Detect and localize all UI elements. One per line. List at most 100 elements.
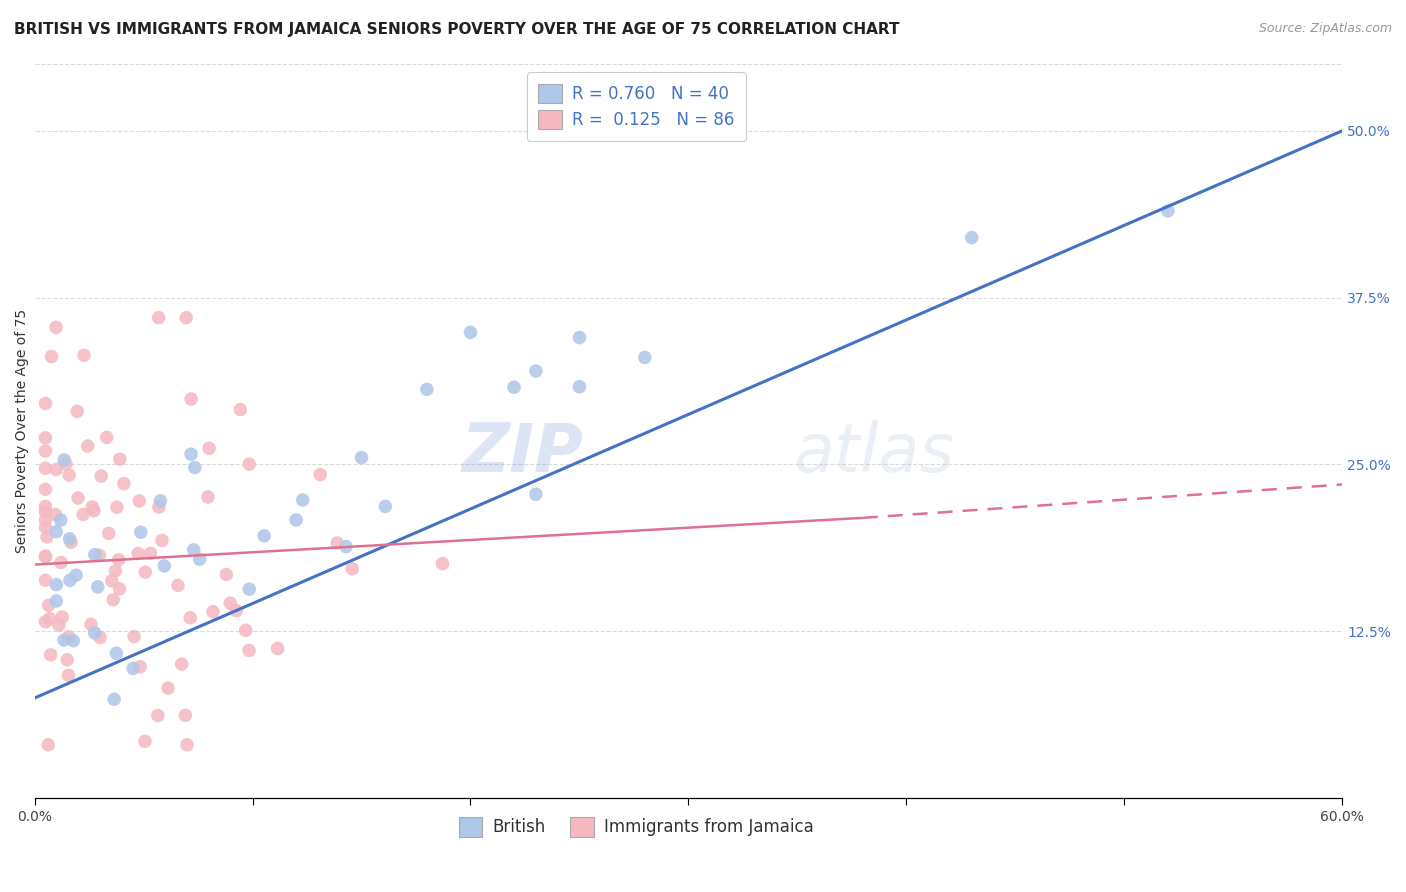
Point bbox=[309, 467, 332, 482]
Point bbox=[167, 578, 190, 592]
Point bbox=[253, 529, 276, 543]
Point bbox=[634, 351, 657, 365]
Point bbox=[41, 350, 63, 364]
Point bbox=[197, 490, 219, 504]
Point bbox=[170, 657, 193, 672]
Point bbox=[104, 564, 127, 578]
Point bbox=[89, 548, 111, 562]
Point bbox=[342, 562, 364, 576]
Point bbox=[82, 500, 104, 514]
Point bbox=[105, 646, 128, 660]
Point bbox=[157, 681, 180, 695]
Point bbox=[202, 605, 225, 619]
Point bbox=[432, 557, 454, 571]
Point bbox=[83, 548, 105, 562]
Y-axis label: Seniors Poverty Over the Age of 75: Seniors Poverty Over the Age of 75 bbox=[15, 309, 30, 553]
Point bbox=[122, 630, 145, 644]
Point bbox=[45, 594, 67, 608]
Point bbox=[35, 530, 58, 544]
Point bbox=[238, 643, 260, 657]
Point bbox=[44, 508, 66, 522]
Point bbox=[34, 513, 56, 527]
Point bbox=[58, 532, 80, 546]
Point bbox=[83, 626, 105, 640]
Point bbox=[148, 310, 170, 325]
Point bbox=[34, 549, 56, 564]
Point bbox=[108, 582, 131, 596]
Point bbox=[127, 546, 149, 560]
Point bbox=[53, 633, 76, 648]
Point bbox=[101, 574, 124, 588]
Point bbox=[524, 487, 547, 501]
Point bbox=[45, 462, 67, 476]
Point bbox=[134, 734, 156, 748]
Point bbox=[38, 599, 60, 613]
Point bbox=[134, 565, 156, 579]
Text: ZIP: ZIP bbox=[463, 420, 583, 486]
Point bbox=[62, 633, 84, 648]
Point bbox=[150, 533, 173, 548]
Point bbox=[129, 659, 152, 673]
Point bbox=[291, 493, 314, 508]
Point bbox=[97, 526, 120, 541]
Point bbox=[266, 641, 288, 656]
Point bbox=[153, 558, 176, 573]
Point bbox=[128, 494, 150, 508]
Point bbox=[39, 648, 62, 662]
Legend: British, Immigrants from Jamaica: British, Immigrants from Jamaica bbox=[450, 809, 821, 845]
Point bbox=[48, 618, 70, 632]
Point bbox=[112, 476, 135, 491]
Point bbox=[34, 483, 56, 497]
Point bbox=[129, 525, 152, 540]
Point bbox=[49, 556, 72, 570]
Point bbox=[58, 630, 80, 644]
Point bbox=[238, 582, 260, 596]
Point bbox=[53, 453, 76, 467]
Point bbox=[1157, 203, 1180, 218]
Point bbox=[108, 452, 131, 467]
Point bbox=[285, 513, 308, 527]
Point bbox=[416, 383, 439, 397]
Point bbox=[76, 439, 98, 453]
Point bbox=[107, 553, 129, 567]
Point bbox=[66, 404, 89, 418]
Point bbox=[103, 692, 125, 706]
Point bbox=[80, 617, 103, 632]
Point bbox=[37, 738, 59, 752]
Point bbox=[38, 611, 60, 625]
Point bbox=[65, 568, 87, 582]
Point bbox=[180, 392, 202, 406]
Point bbox=[83, 504, 105, 518]
Point bbox=[66, 491, 89, 505]
Point bbox=[34, 520, 56, 534]
Point bbox=[374, 500, 396, 514]
Point bbox=[34, 615, 56, 629]
Point bbox=[34, 505, 56, 519]
Point bbox=[139, 546, 162, 560]
Point bbox=[198, 442, 221, 456]
Point bbox=[235, 624, 257, 638]
Point bbox=[183, 542, 205, 557]
Point bbox=[174, 708, 197, 723]
Point bbox=[146, 708, 169, 723]
Point bbox=[45, 524, 67, 539]
Point bbox=[460, 326, 482, 340]
Point bbox=[51, 610, 73, 624]
Point bbox=[34, 549, 56, 563]
Point bbox=[238, 457, 260, 471]
Point bbox=[56, 653, 79, 667]
Point bbox=[45, 320, 67, 334]
Point bbox=[215, 567, 238, 582]
Point bbox=[219, 596, 242, 610]
Point bbox=[55, 457, 77, 471]
Point bbox=[34, 500, 56, 514]
Point bbox=[58, 668, 80, 682]
Point bbox=[184, 460, 207, 475]
Point bbox=[87, 580, 110, 594]
Text: Source: ZipAtlas.com: Source: ZipAtlas.com bbox=[1258, 22, 1392, 36]
Point bbox=[73, 348, 96, 362]
Point bbox=[34, 396, 56, 410]
Point bbox=[34, 573, 56, 587]
Point bbox=[335, 540, 357, 554]
Point bbox=[90, 469, 112, 483]
